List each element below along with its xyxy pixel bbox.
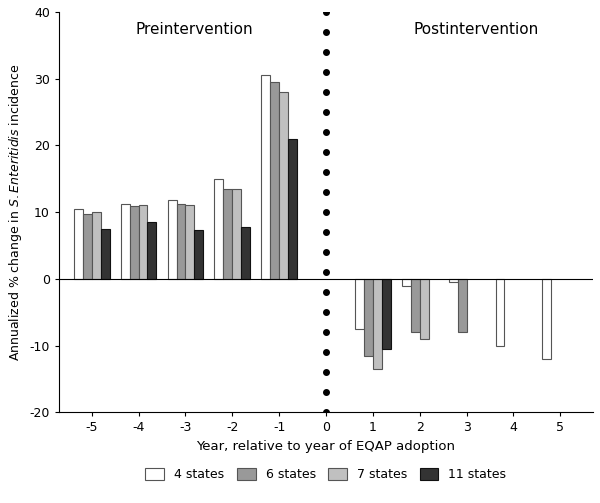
Bar: [373, 279, 382, 369]
Bar: [194, 230, 203, 279]
Bar: [121, 204, 130, 279]
Bar: [92, 212, 101, 279]
Legend: 4 states, 6 states, 7 states, 11 states: 4 states, 6 states, 7 states, 11 states: [140, 463, 511, 486]
Text: Preintervention: Preintervention: [136, 22, 254, 37]
Bar: [458, 279, 467, 332]
Bar: [288, 139, 297, 279]
Bar: [148, 222, 157, 279]
Bar: [139, 205, 148, 279]
Bar: [262, 75, 270, 279]
X-axis label: Year, relative to year of EQAP adoption: Year, relative to year of EQAP adoption: [196, 440, 455, 453]
Bar: [411, 279, 419, 332]
Bar: [402, 279, 411, 286]
Bar: [241, 227, 250, 279]
Bar: [364, 279, 373, 356]
Bar: [355, 279, 364, 329]
Bar: [83, 214, 92, 279]
Bar: [176, 204, 185, 279]
Bar: [279, 92, 288, 279]
Bar: [214, 179, 223, 279]
Bar: [496, 279, 505, 346]
Bar: [223, 189, 232, 279]
Bar: [130, 206, 139, 279]
Bar: [382, 279, 391, 349]
Bar: [542, 279, 551, 359]
Bar: [185, 205, 194, 279]
Bar: [74, 209, 83, 279]
Bar: [167, 200, 176, 279]
Y-axis label: Annualized % change in $\it{S. Enteritidis}$ incidence: Annualized % change in $\it{S. Enteritid…: [7, 63, 24, 361]
Bar: [270, 82, 279, 279]
Bar: [232, 189, 241, 279]
Text: Postintervention: Postintervention: [413, 22, 539, 37]
Bar: [419, 279, 428, 339]
Bar: [101, 229, 110, 279]
Bar: [449, 279, 458, 282]
